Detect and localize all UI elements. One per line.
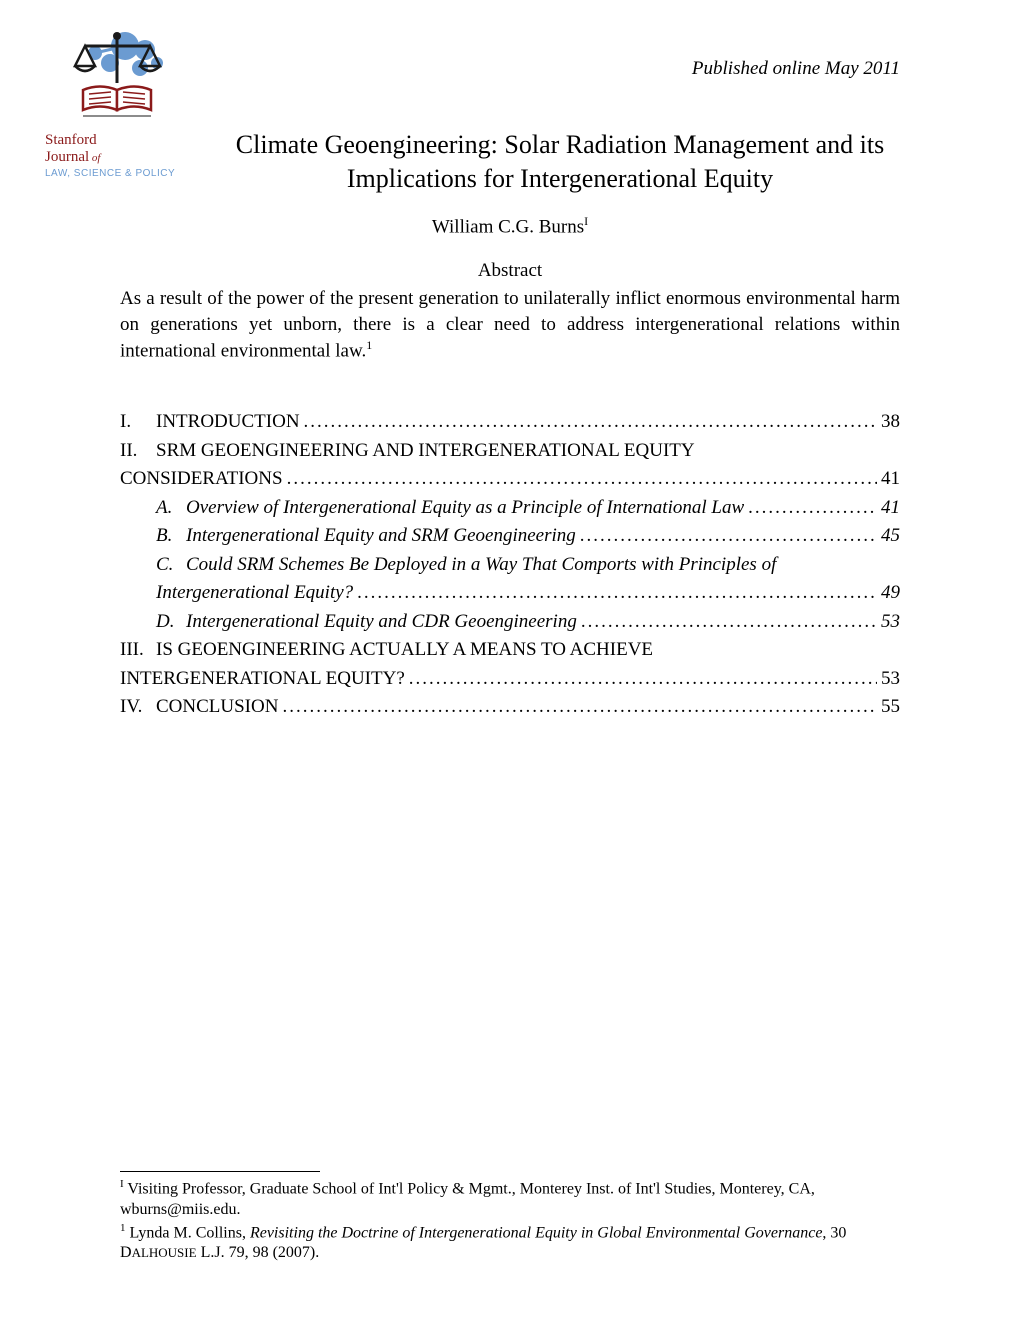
toc-leader — [581, 608, 877, 637]
toc-leader — [287, 465, 877, 494]
toc-label: INTERGENERATIONAL EQUITY? — [120, 665, 405, 694]
logo-journal-text: Journal of — [45, 149, 185, 166]
toc-num: B. — [156, 522, 186, 551]
toc-leader — [748, 494, 877, 523]
toc-leader — [357, 579, 877, 608]
footnote-rule — [120, 1171, 320, 1172]
toc-label: INTRODUCTION — [156, 408, 300, 437]
logo-of-word: of — [89, 152, 100, 164]
toc-entry: B.Intergenerational Equity and SRM Geoen… — [156, 522, 900, 551]
toc-leader — [282, 693, 877, 722]
logo-stanford-text: Stanford — [45, 132, 185, 149]
scales-icon — [45, 28, 175, 128]
footnotes-section: I Visiting Professor, Graduate School of… — [120, 1171, 900, 1265]
footnote-text: L.J. 79, 98 (2007). — [197, 1244, 320, 1261]
footnote: 1 Lynda M. Collins, Revisiting the Doctr… — [120, 1222, 900, 1263]
toc-label: CONCLUSION — [156, 693, 278, 722]
toc-num: II. — [120, 437, 156, 466]
toc-num: IV. — [120, 693, 156, 722]
toc-label: Could SRM Schemes Be Deployed in a Way T… — [186, 551, 776, 580]
footnote-text: Lynda M. Collins, — [126, 1224, 250, 1241]
article-title: Climate Geoengineering: Solar Radiation … — [220, 128, 900, 196]
toc-entry: I.INTRODUCTION 38 — [120, 408, 900, 437]
toc-label: SRM GEOENGINEERING AND INTERGENERATIONAL… — [156, 437, 695, 466]
published-date: Published online May 2011 — [120, 58, 900, 80]
logo-subtitle: LAW, SCIENCE & POLICY — [45, 168, 185, 179]
toc-entry: II.SRM GEOENGINEERING AND INTERGENERATIO… — [120, 437, 900, 466]
toc-entry: III.IS GEOENGINEERING ACTUALLY A MEANS T… — [120, 636, 900, 665]
table-of-contents: I.INTRODUCTION 38II.SRM GEOENGINEERING A… — [120, 408, 900, 722]
abstract-fn-marker: 1 — [366, 338, 372, 352]
toc-page: 55 — [881, 693, 900, 722]
toc-page: 38 — [881, 408, 900, 437]
abstract-body: As a result of the power of the present … — [120, 288, 900, 362]
toc-label: Intergenerational Equity and CDR Geoengi… — [186, 608, 577, 637]
footnote-text: Revisiting the Doctrine of Intergenerati… — [250, 1224, 822, 1241]
author-marker: I — [584, 214, 588, 228]
toc-num: I. — [120, 408, 156, 437]
toc-page: 41 — [881, 465, 900, 494]
toc-num: C. — [156, 551, 186, 580]
toc-leader — [580, 522, 877, 551]
toc-entry: INTERGENERATIONAL EQUITY? 53 — [120, 665, 900, 694]
toc-label: Intergenerational Equity and SRM Geoengi… — [186, 522, 576, 551]
abstract-heading: Abstract — [120, 260, 900, 282]
toc-entry: D.Intergenerational Equity and CDR Geoen… — [156, 608, 900, 637]
footnote-text: ALHOUSIE — [132, 1245, 197, 1260]
toc-leader — [304, 408, 877, 437]
toc-label: IS GEOENGINEERING ACTUALLY A MEANS TO AC… — [156, 636, 653, 665]
toc-entry: Intergenerational Equity? 49 — [156, 579, 900, 608]
toc-entry: A.Overview of Intergenerational Equity a… — [156, 494, 900, 523]
toc-entry: CONSIDERATIONS 41 — [120, 465, 900, 494]
author-line: William C.G. BurnsI — [120, 214, 900, 238]
author-name: William C.G. Burns — [432, 216, 584, 237]
footnote-text: Visiting Professor, Graduate School of I… — [120, 1181, 815, 1218]
toc-num: III. — [120, 636, 156, 665]
toc-num: D. — [156, 608, 186, 637]
abstract-text: As a result of the power of the present … — [120, 286, 900, 364]
toc-page: 53 — [881, 665, 900, 694]
toc-leader — [409, 665, 877, 694]
toc-num: A. — [156, 494, 186, 523]
toc-label: Intergenerational Equity? — [156, 579, 353, 608]
toc-label: CONSIDERATIONS — [120, 465, 283, 494]
logo-journal-word: Journal — [45, 149, 89, 165]
toc-page: 45 — [881, 522, 900, 551]
toc-page: 53 — [881, 608, 900, 637]
toc-label: Overview of Intergenerational Equity as … — [186, 494, 744, 523]
toc-page: 49 — [881, 579, 900, 608]
toc-page: 41 — [881, 494, 900, 523]
toc-entry: C.Could SRM Schemes Be Deployed in a Way… — [156, 551, 900, 580]
footnote: I Visiting Professor, Graduate School of… — [120, 1178, 900, 1219]
toc-entry: IV.CONCLUSION 55 — [120, 693, 900, 722]
journal-logo: Stanford Journal of LAW, SCIENCE & POLIC… — [45, 28, 185, 179]
